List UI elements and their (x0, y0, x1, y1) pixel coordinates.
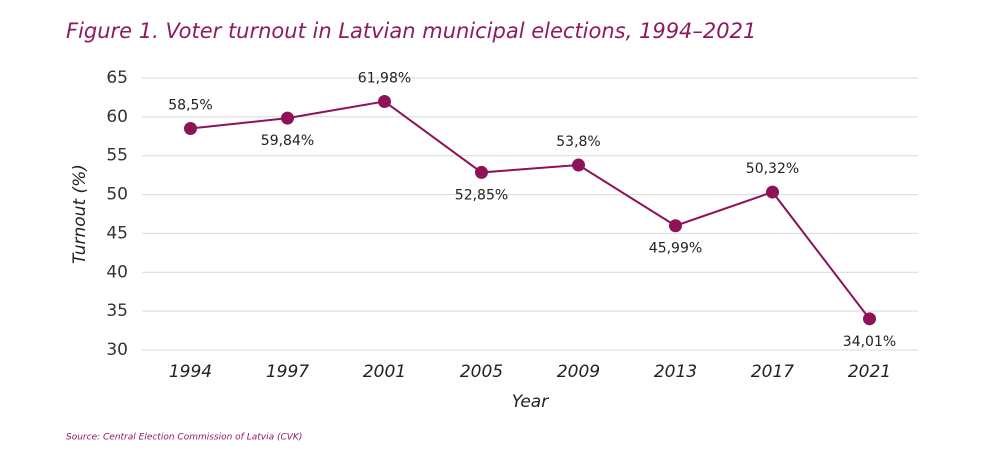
data-point (572, 158, 585, 172)
x-tick-label: 2017 (751, 362, 794, 382)
data-label: 58,5% (168, 98, 212, 114)
data-label: 61,98% (358, 70, 411, 86)
source-note: Source: Central Election Commission of L… (66, 433, 302, 443)
data-label: 52,85% (455, 187, 508, 203)
data-point (281, 111, 294, 125)
data-label: 53,8% (556, 134, 600, 150)
data-point (475, 165, 488, 179)
y-tick-label: 50 (106, 185, 128, 205)
y-axis-label: Turnout (%) (70, 164, 90, 264)
y-tick-label: 55 (106, 146, 128, 166)
x-tick-label: 1997 (266, 362, 309, 382)
y-tick-label: 30 (106, 340, 128, 360)
y-tick-label: 40 (106, 262, 128, 282)
y-tick-label: 65 (106, 68, 128, 88)
data-point (766, 185, 779, 199)
y-tick-label: 60 (106, 107, 128, 127)
x-axis-label: Year (512, 392, 549, 412)
y-tick-label: 35 (106, 301, 128, 321)
chart-title: Figure 1. Voter turnout in Latvian munic… (66, 19, 756, 43)
data-label: 34,01% (843, 334, 896, 350)
x-tick-label: 2005 (460, 362, 503, 382)
data-line (190, 100, 871, 320)
x-tick-label: 2001 (363, 362, 406, 382)
data-point (184, 122, 197, 136)
data-point (378, 94, 391, 108)
data-label: 45,99% (649, 241, 702, 257)
y-tick-label: 45 (106, 223, 128, 243)
data-point (863, 312, 876, 326)
x-tick-label: 2021 (848, 362, 891, 382)
x-tick-label: 2009 (557, 362, 600, 382)
x-tick-label: 2013 (654, 362, 697, 382)
data-label: 50,32% (746, 161, 799, 177)
data-label: 59,84% (261, 133, 314, 149)
x-tick-label: 1994 (169, 362, 212, 382)
data-point (669, 219, 682, 233)
